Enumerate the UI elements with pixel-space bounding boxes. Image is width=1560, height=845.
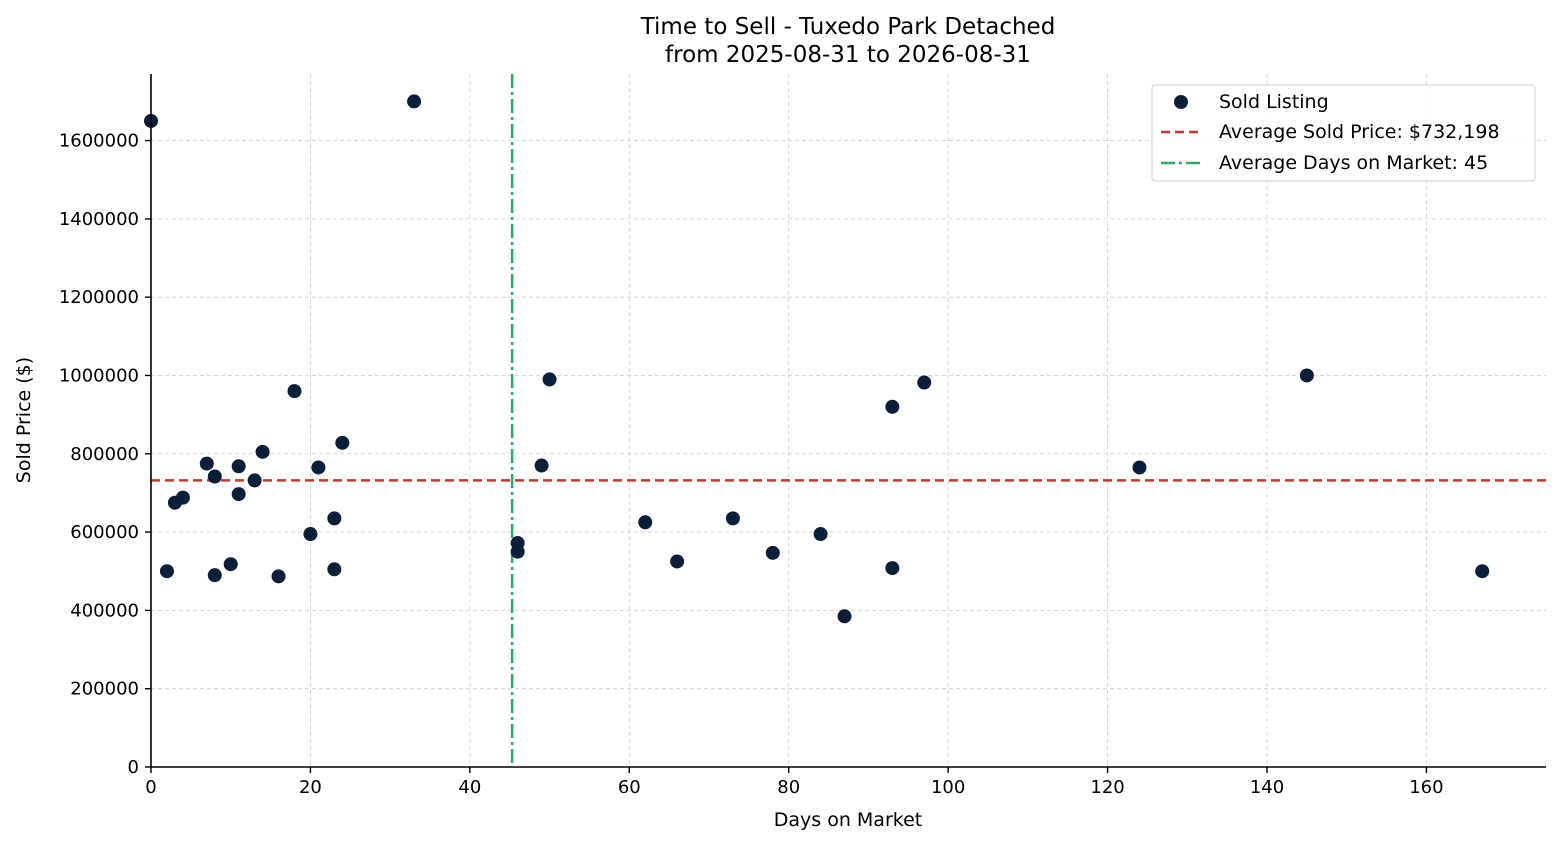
x-tick-label: 80 — [777, 777, 800, 798]
data-point — [1299, 368, 1314, 383]
y-axis-ticks: 0 200000 400000 600000 800000 1000000 1200000 1… — [59, 131, 151, 778]
data-point — [223, 557, 238, 572]
data-point — [199, 456, 214, 471]
data-point — [534, 458, 549, 473]
y-axis-label: Sold Price ($) — [13, 357, 35, 483]
data-point — [311, 460, 326, 475]
chart-title-line-1: Time to Sell - Tuxedo Park Detached — [640, 14, 1056, 40]
x-tick-label: 40 — [458, 777, 481, 798]
data-point — [327, 511, 342, 526]
y-tick-label: 200000 — [70, 679, 139, 700]
x-tick-label: 0 — [145, 777, 156, 798]
data-point — [510, 544, 525, 559]
data-point — [159, 564, 174, 579]
data-point — [255, 444, 270, 459]
x-tick-label: 100 — [931, 777, 965, 798]
data-point — [175, 490, 190, 505]
y-tick-label: 400000 — [70, 600, 139, 621]
x-tick-label: 60 — [618, 777, 641, 798]
data-point — [231, 459, 246, 474]
legend-label-sold-listing: Sold Listing — [1219, 91, 1329, 113]
data-point — [327, 562, 342, 577]
y-tick-label: 1600000 — [59, 131, 139, 152]
data-point — [670, 554, 685, 569]
data-point — [917, 375, 932, 390]
data-point — [1475, 564, 1490, 579]
legend-marker-sold-listing — [1174, 95, 1188, 109]
data-point — [303, 527, 318, 542]
data-point — [287, 384, 302, 399]
x-tick-label: 120 — [1090, 777, 1124, 798]
data-point — [542, 372, 557, 387]
data-point — [335, 435, 350, 450]
data-point — [247, 473, 262, 488]
legend-label-average-sold-price: Average Sold Price: $732,198 — [1219, 121, 1500, 143]
data-point — [885, 561, 900, 576]
data-point — [407, 94, 422, 109]
data-point — [1132, 460, 1147, 475]
data-point — [271, 569, 286, 584]
data-point — [837, 609, 852, 624]
data-point — [231, 487, 246, 502]
data-point — [813, 527, 828, 542]
legend: Sold Listing Average Sold Price: $732,19… — [1151, 84, 1536, 182]
data-point — [725, 511, 740, 526]
x-tick-label: 20 — [299, 777, 322, 798]
chart-title-line-2: from 2025-08-31 to 2026-08-31 — [665, 42, 1031, 68]
x-axis-label: Days on Market — [774, 809, 922, 831]
y-tick-label: 1000000 — [59, 365, 139, 386]
y-tick-label: 0 — [128, 757, 139, 778]
legend-box — [1151, 84, 1536, 182]
data-point — [638, 515, 653, 530]
data-point — [207, 469, 222, 484]
x-tick-label: 160 — [1409, 777, 1443, 798]
x-axis-ticks: 0 20 40 60 80 100 120 140 160 — [145, 767, 1444, 798]
data-point — [765, 545, 780, 560]
data-points — [144, 94, 1490, 624]
y-tick-label: 800000 — [70, 444, 139, 465]
data-point — [207, 568, 222, 583]
y-tick-label: 1400000 — [59, 209, 139, 230]
legend-label-average-days-on-market: Average Days on Market: 45 — [1219, 152, 1488, 174]
data-point — [885, 399, 900, 414]
y-tick-label: 1200000 — [59, 287, 139, 308]
y-tick-label: 600000 — [70, 522, 139, 543]
x-tick-label: 140 — [1250, 777, 1284, 798]
